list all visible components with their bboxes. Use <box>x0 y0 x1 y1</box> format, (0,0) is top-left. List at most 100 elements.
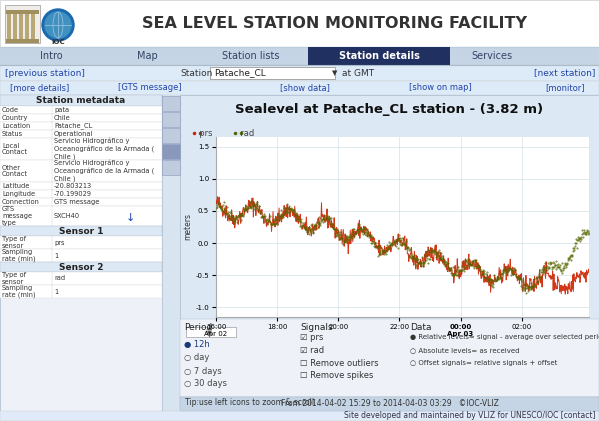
Text: Location: Location <box>2 123 31 129</box>
Text: ▼: ▼ <box>332 70 337 76</box>
Text: ○ Absolute levels= as received: ○ Absolute levels= as received <box>410 347 519 353</box>
Text: pata: pata <box>54 107 69 113</box>
Bar <box>6 39 39 43</box>
Bar <box>0 122 162 130</box>
Text: Sampling
rate (min): Sampling rate (min) <box>2 249 35 262</box>
Text: Period: Period <box>184 323 212 332</box>
Bar <box>0 65 599 81</box>
Text: Status: Status <box>2 131 23 137</box>
Bar <box>0 138 162 160</box>
Text: [monitor]: [monitor] <box>545 83 585 93</box>
Text: prs: prs <box>54 240 65 245</box>
Bar <box>308 47 450 65</box>
Text: Servicio Hidrográfico y
Oceanográfico de la Armada (
Chile ): Servicio Hidrográfico y Oceanográfico de… <box>54 138 155 160</box>
Text: Connection: Connection <box>2 199 40 205</box>
Text: SEA LEVEL STATION MONITORING FACILITY: SEA LEVEL STATION MONITORING FACILITY <box>143 16 528 31</box>
Bar <box>0 0 599 47</box>
Text: GTS
message
type: GTS message type <box>2 206 32 226</box>
Bar <box>162 144 180 159</box>
Text: Country: Country <box>2 115 28 121</box>
Bar <box>162 96 180 111</box>
Text: -70.199029: -70.199029 <box>54 191 92 197</box>
Bar <box>0 106 162 114</box>
Text: Sensor 1: Sensor 1 <box>59 226 103 235</box>
Text: [show data]: [show data] <box>280 83 330 93</box>
Text: Sealevel at Patache_CL station - (3.82 m): Sealevel at Patache_CL station - (3.82 m… <box>235 102 543 115</box>
Bar <box>0 262 162 272</box>
Text: Signals: Signals <box>300 323 332 332</box>
Bar <box>31 14 35 40</box>
Text: ○ Offset signals= relative signals + offset: ○ Offset signals= relative signals + off… <box>410 360 558 366</box>
Text: Intro: Intro <box>40 51 62 61</box>
Bar <box>180 95 599 411</box>
Text: [more details]: [more details] <box>10 83 69 93</box>
Bar <box>0 160 162 182</box>
Bar <box>180 397 599 408</box>
Text: Sensor 2: Sensor 2 <box>59 263 103 272</box>
Text: ↓: ↓ <box>125 213 135 223</box>
Bar <box>0 249 162 262</box>
Bar <box>6 10 39 14</box>
Bar <box>162 128 180 143</box>
Bar <box>0 95 162 106</box>
Bar <box>0 47 599 65</box>
Bar <box>162 112 180 127</box>
Text: 1: 1 <box>54 253 58 258</box>
Text: Type of
sensor: Type of sensor <box>2 272 26 285</box>
Text: at GMT: at GMT <box>342 69 374 77</box>
Text: · prs: · prs <box>194 128 213 138</box>
Text: Station metadata: Station metadata <box>37 96 126 105</box>
Text: rad: rad <box>54 275 65 282</box>
Bar <box>13 14 17 40</box>
Circle shape <box>42 9 74 41</box>
Bar <box>0 236 162 249</box>
Text: Station details: Station details <box>338 51 419 61</box>
Text: Sampling
rate (min): Sampling rate (min) <box>2 285 35 298</box>
Bar <box>0 95 162 411</box>
Bar <box>19 14 23 40</box>
Bar <box>0 226 162 236</box>
Text: ○ day: ○ day <box>184 354 210 362</box>
Text: ○ 30 days: ○ 30 days <box>184 379 227 389</box>
Text: Tip:use left icons to zoom & scroll: Tip:use left icons to zoom & scroll <box>185 398 314 407</box>
Bar <box>0 81 599 95</box>
Text: 1: 1 <box>54 288 58 295</box>
Bar <box>0 114 162 122</box>
Text: Data: Data <box>410 323 431 332</box>
Text: [previous station]: [previous station] <box>5 69 85 77</box>
Text: Station lists: Station lists <box>222 51 279 61</box>
Bar <box>0 285 162 298</box>
Bar <box>0 272 162 285</box>
Circle shape <box>45 12 71 38</box>
Text: · rad: · rad <box>235 128 254 138</box>
Text: Other
Contact: Other Contact <box>2 165 28 178</box>
Text: ☑ rad: ☑ rad <box>300 346 324 354</box>
Y-axis label: meters: meters <box>183 213 192 240</box>
Text: [GTS message]: [GTS message] <box>118 83 182 93</box>
Text: Site developed and maintained by VLIZ for UNESCO/IOC [contact]: Site developed and maintained by VLIZ fo… <box>343 411 595 421</box>
Text: Latitude: Latitude <box>2 183 29 189</box>
Text: Local
Contact: Local Contact <box>2 142 28 155</box>
Bar <box>162 160 180 175</box>
Text: Type of
sensor: Type of sensor <box>2 236 26 249</box>
Text: ○ 7 days: ○ 7 days <box>184 367 222 376</box>
Text: SXCH40: SXCH40 <box>54 213 80 219</box>
Bar <box>25 14 29 40</box>
Text: Operational: Operational <box>54 131 93 137</box>
Text: From 2014-04-02 15:29 to 2014-04-03 03:29   ©IOC-VLIZ: From 2014-04-02 15:29 to 2014-04-03 03:2… <box>280 400 498 408</box>
Bar <box>7 14 11 40</box>
Text: Code: Code <box>2 107 19 113</box>
Bar <box>186 327 236 337</box>
Bar <box>0 0 599 47</box>
Bar <box>5 5 40 43</box>
Text: IOC: IOC <box>51 39 65 45</box>
Text: Patache_CL: Patache_CL <box>54 123 92 129</box>
Bar <box>0 411 599 421</box>
Text: Chile: Chile <box>54 115 71 121</box>
Text: [show on map]: [show on map] <box>409 83 471 93</box>
Text: [next station]: [next station] <box>534 69 595 77</box>
Bar <box>210 67 335 79</box>
Bar <box>0 130 162 138</box>
Bar <box>0 198 162 206</box>
Text: -20.803213: -20.803213 <box>54 183 92 189</box>
